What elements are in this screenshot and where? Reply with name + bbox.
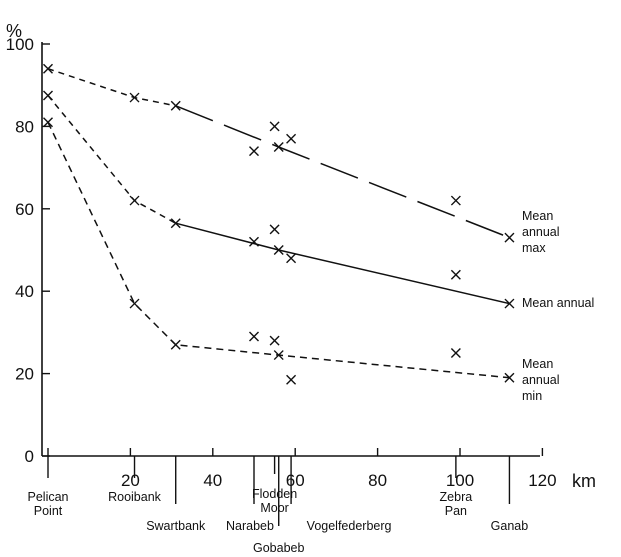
points bbox=[43, 63, 515, 385]
series-label: max bbox=[522, 241, 546, 255]
data-point bbox=[504, 298, 515, 309]
x-tick-label: 100 bbox=[446, 471, 474, 490]
y-unit-label: % bbox=[6, 21, 22, 41]
data-point bbox=[129, 298, 140, 309]
site-label: Flodden bbox=[252, 487, 297, 501]
data-point bbox=[249, 331, 259, 342]
data-point bbox=[286, 374, 297, 385]
y-tick-label: 100 bbox=[6, 35, 34, 54]
series-label: Mean annual bbox=[522, 296, 594, 310]
data-point bbox=[170, 218, 181, 229]
series-label: min bbox=[522, 389, 542, 403]
x-tick-label: 20 bbox=[121, 471, 140, 490]
data-point bbox=[504, 372, 515, 383]
site-label: Zebra bbox=[440, 490, 473, 504]
series-labels: Mean annual max Mean annual Mean annual min bbox=[522, 209, 594, 403]
series-label: annual bbox=[522, 373, 560, 387]
data-point bbox=[129, 92, 140, 103]
data-point bbox=[43, 117, 53, 128]
data-point bbox=[269, 121, 280, 132]
data-point bbox=[170, 100, 181, 111]
site-label: Pelican bbox=[28, 490, 69, 504]
data-point bbox=[269, 335, 280, 346]
series-label: Mean bbox=[522, 357, 553, 371]
x-tick-label: 80 bbox=[368, 471, 387, 490]
data-point bbox=[249, 236, 259, 247]
data-point bbox=[129, 195, 140, 206]
data-point bbox=[450, 348, 461, 358]
x-unit-label: km bbox=[572, 471, 596, 491]
y-tick-label: 80 bbox=[15, 117, 34, 136]
site-label: Moor bbox=[260, 501, 288, 515]
site-label: Gobabeb bbox=[253, 541, 304, 555]
y-tick-label: 40 bbox=[15, 282, 34, 301]
series-label: annual bbox=[522, 225, 560, 239]
series-min-curve bbox=[47, 121, 510, 379]
data-point bbox=[170, 339, 181, 350]
data-point bbox=[43, 90, 53, 101]
data-point bbox=[273, 350, 284, 361]
site-label: Narabeb bbox=[226, 519, 274, 533]
site-label: Vogelfederberg bbox=[307, 519, 392, 533]
y-tick-label: 60 bbox=[15, 200, 34, 219]
data-point bbox=[286, 253, 297, 264]
x-tick-label: 40 bbox=[203, 471, 222, 490]
x-tick-label: 120 bbox=[528, 471, 556, 490]
data-point bbox=[273, 245, 284, 255]
site-label: Point bbox=[34, 504, 63, 518]
site-label: Rooibank bbox=[108, 490, 162, 504]
data-point bbox=[249, 146, 259, 157]
data-point bbox=[286, 133, 297, 144]
data-point bbox=[450, 269, 461, 280]
y-tick-label: 0 bbox=[25, 447, 34, 466]
data-point bbox=[450, 195, 461, 206]
series-label: Mean bbox=[522, 209, 553, 223]
data-point bbox=[269, 224, 280, 235]
data-point bbox=[504, 232, 515, 243]
site-label: Pan bbox=[445, 504, 467, 518]
data-point bbox=[43, 63, 53, 74]
y-tick-label: 20 bbox=[15, 365, 34, 384]
site-label: Ganab bbox=[491, 519, 529, 533]
site-label: Swartbank bbox=[146, 519, 206, 533]
data-point bbox=[273, 142, 284, 152]
